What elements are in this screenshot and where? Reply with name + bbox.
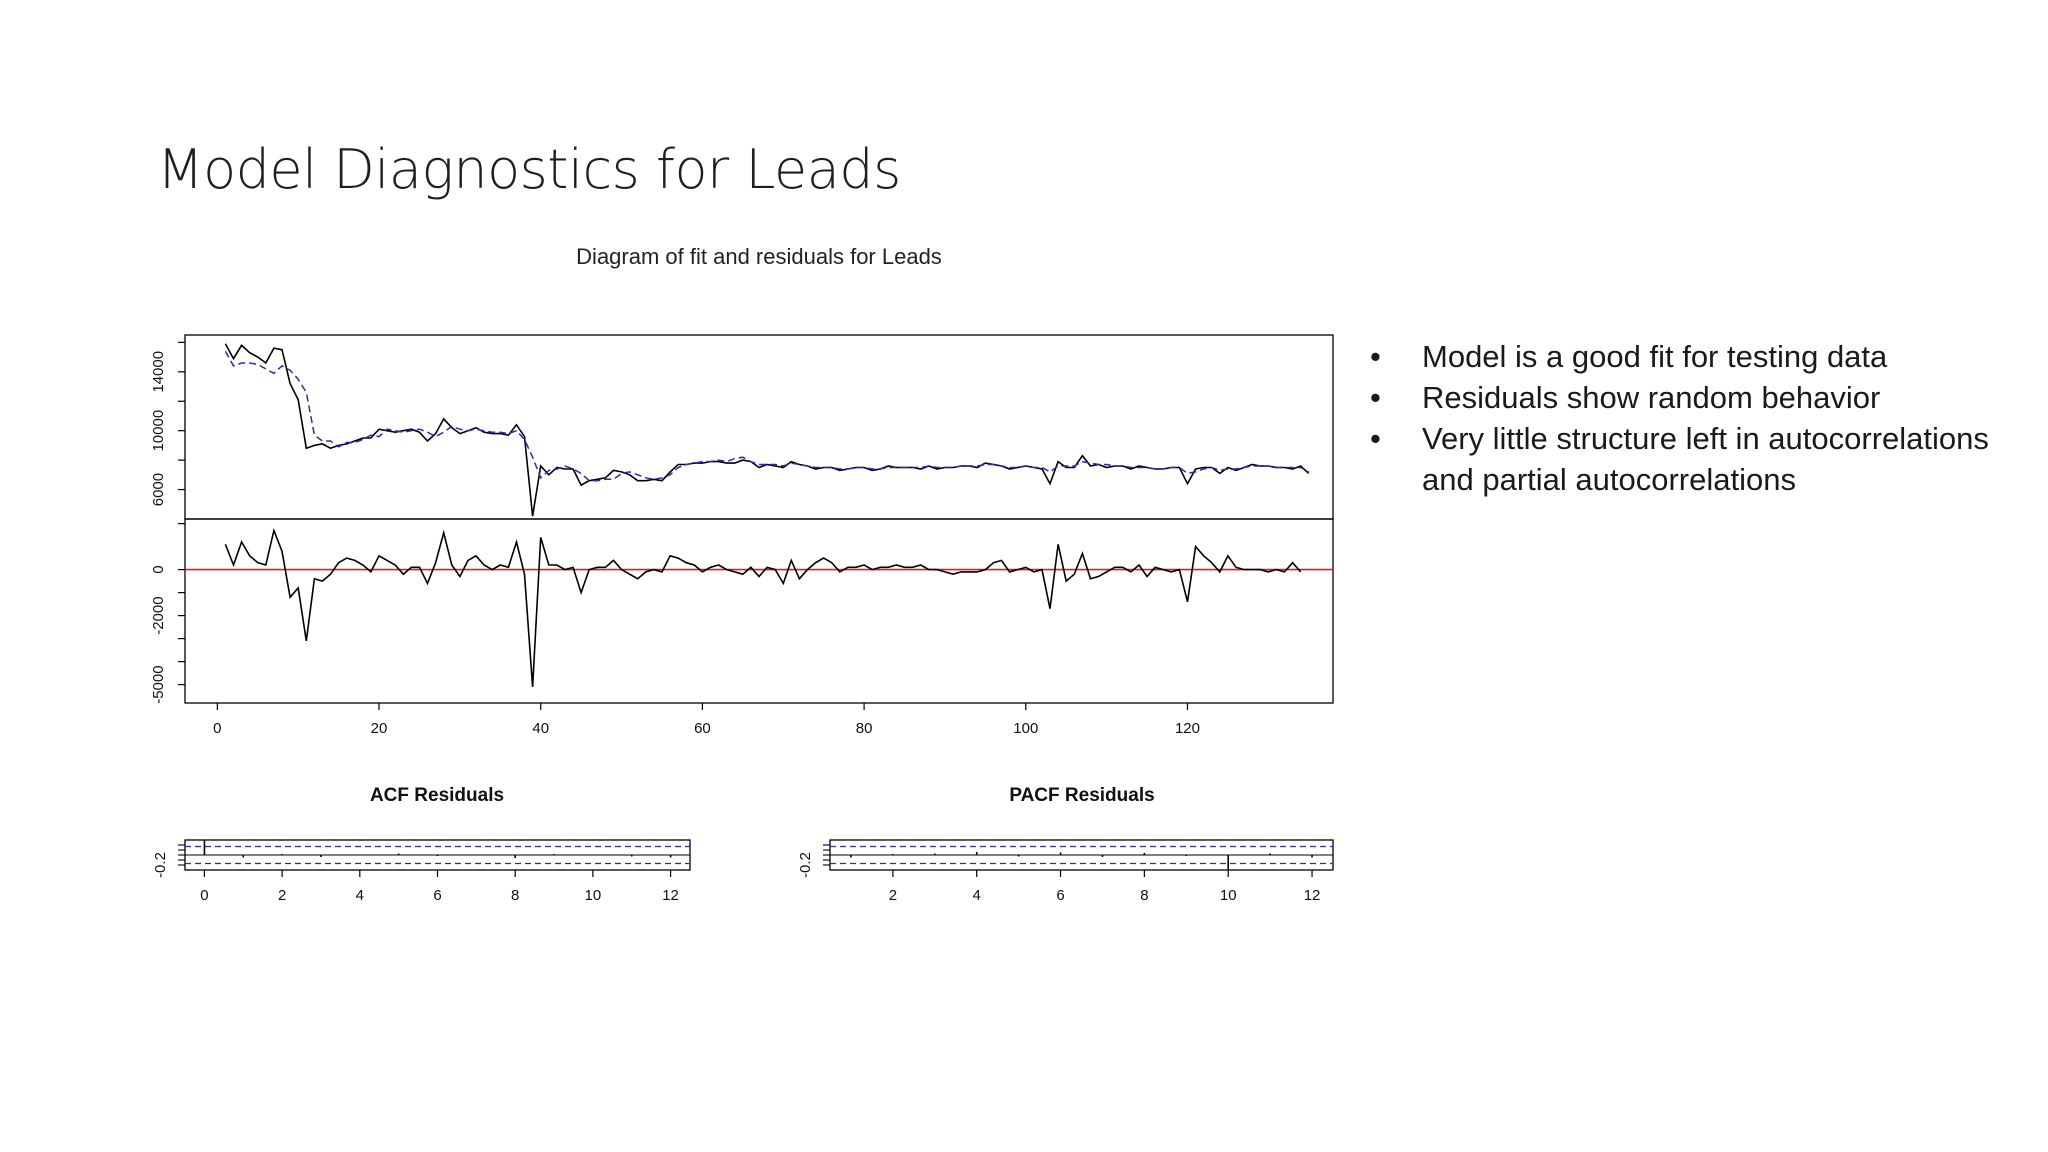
bullet-item: Model is a good fit for testing data [1370, 336, 2030, 377]
bullet-list: Model is a good fit for testing data Res… [1370, 336, 2030, 500]
bullet-item: Very little structure left in autocorrel… [1370, 418, 2030, 500]
figure-title: Diagram of fit and residuals for Leads [576, 244, 942, 269]
x-tick-label: 80 [856, 720, 873, 737]
y-tick-label: 0 [150, 565, 167, 573]
residuals-panel: 0 -2000 -5000 [150, 518, 1334, 704]
y-tick-label: 10000 [150, 410, 167, 452]
x-tick-label: 20 [371, 720, 388, 737]
time-axis: 0 20 40 60 80 100 120 [213, 703, 1200, 737]
x-tick-label: 2 [278, 887, 286, 904]
x-tick-label: 6 [1056, 887, 1064, 904]
x-tick-label: 40 [532, 720, 549, 737]
y-tick-label: 6000 [150, 473, 167, 506]
acf-title: ACF Residuals [370, 785, 504, 806]
x-tick-label: 6 [433, 887, 441, 904]
x-tick-label: 100 [1013, 720, 1038, 737]
bullet-item: Residuals show random behavior [1370, 377, 2030, 418]
x-tick-label: 0 [213, 720, 221, 737]
pacf-panel: -0.2 2 4 6 8 10 12 [797, 839, 1334, 904]
x-tick-label: 2 [889, 887, 897, 904]
residual-frame [184, 518, 1334, 704]
diagnostics-figure: Diagram of fit and residuals for Leads 6… [150, 244, 1334, 904]
x-tick-label: 120 [1175, 720, 1200, 737]
acf-panel: -0.2 0 2 4 6 8 10 12 [152, 839, 691, 904]
x-tick-label: 10 [585, 887, 602, 904]
slide-title: Model Diagnostics for Leads [157, 138, 901, 201]
y-tick-label: -2000 [150, 596, 167, 634]
x-tick-label: 4 [973, 887, 981, 904]
pacf-title: PACF Residuals [1009, 785, 1154, 806]
x-tick-label: 60 [694, 720, 711, 737]
x-tick-label: 8 [1140, 887, 1148, 904]
actual-series-line [224, 343, 1310, 517]
fit-panel: 6000 10000 14000 [150, 334, 1334, 520]
residual-series-line [224, 527, 1302, 687]
y-tick-label: -0.2 [152, 852, 169, 878]
x-tick-label: 12 [1304, 887, 1321, 904]
fitted-series-line [224, 350, 1310, 482]
x-tick-label: 10 [1220, 887, 1237, 904]
y-tick-label: -0.2 [797, 852, 814, 878]
x-tick-label: 0 [200, 887, 208, 904]
y-tick-label: -5000 [150, 665, 167, 703]
y-tick-label: 14000 [150, 351, 167, 393]
x-tick-label: 8 [511, 887, 519, 904]
fit-frame [184, 334, 1334, 520]
x-tick-label: 12 [662, 887, 679, 904]
x-tick-label: 4 [356, 887, 364, 904]
